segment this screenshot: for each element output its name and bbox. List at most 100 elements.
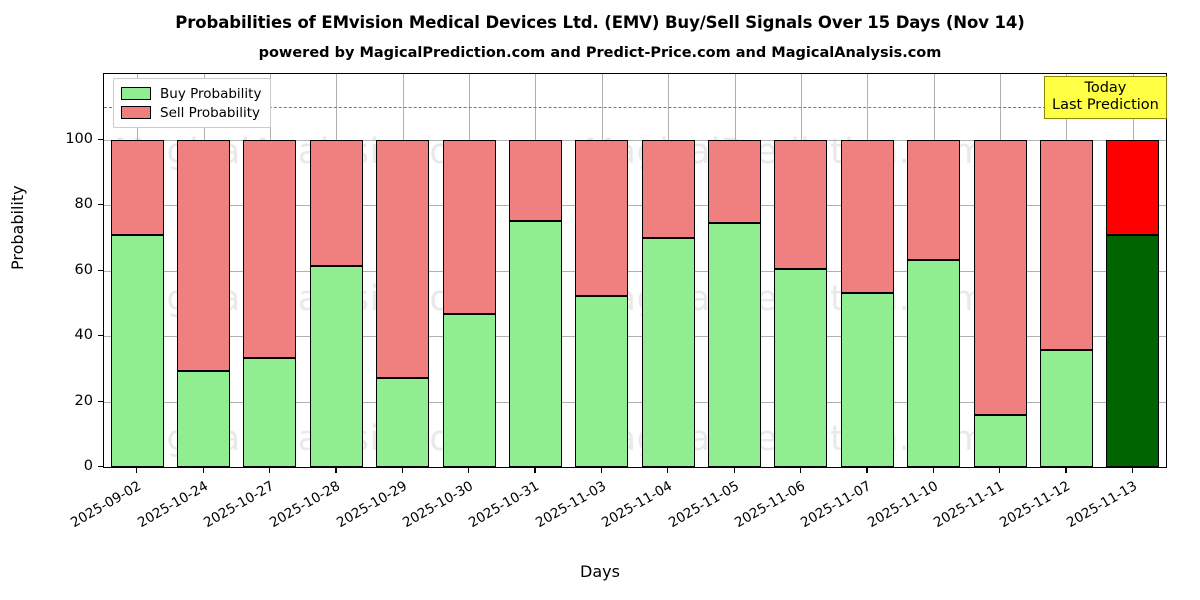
- x-axis-tick-mark: [335, 468, 337, 473]
- gridline-horizontal: [104, 401, 1166, 403]
- legend-label-sell: Sell Probability: [160, 104, 261, 121]
- bar-segment-buy[interactable]: [442, 313, 496, 467]
- bar-segment-sell[interactable]: [110, 139, 164, 236]
- bar-segment-buy[interactable]: [907, 260, 961, 467]
- legend-swatch-sell-icon: [121, 106, 151, 119]
- bar-group[interactable]: [907, 74, 961, 467]
- today-annotation-line1: Today: [1084, 80, 1127, 96]
- bar-group[interactable]: [774, 74, 828, 467]
- y-axis-tick-mark: [98, 269, 103, 271]
- x-axis-tick-mark: [268, 468, 271, 473]
- bar-segment-sell[interactable]: [907, 139, 961, 261]
- bar-segment-sell[interactable]: [376, 139, 430, 378]
- bar-segment-buy[interactable]: [708, 223, 762, 467]
- x-axis-tick-mark: [202, 468, 204, 473]
- x-axis-tick-mark: [534, 468, 536, 473]
- bar-segment-sell[interactable]: [442, 139, 496, 314]
- bar-segment-buy[interactable]: [1039, 349, 1093, 467]
- bar-group[interactable]: [243, 74, 297, 467]
- bar-group[interactable]: [973, 74, 1027, 467]
- watermark-text: MagicalAnalysis.com: [114, 419, 486, 459]
- y-axis-label: Probability: [8, 185, 27, 270]
- bar-segment-sell[interactable]: [774, 139, 828, 269]
- bar-segment-sell[interactable]: [575, 139, 629, 297]
- x-axis-tick-mark: [799, 468, 802, 473]
- legend-item-sell[interactable]: Sell Probability: [121, 103, 261, 122]
- bar-segment-buy[interactable]: [575, 296, 629, 467]
- x-axis-tick-mark: [866, 468, 868, 473]
- bar-group[interactable]: [575, 74, 629, 467]
- plot-area: MagicalAnalysis.comMagicalPrediction.com…: [103, 73, 1167, 468]
- legend-swatch-buy-icon: [121, 87, 151, 100]
- bar-segment-sell[interactable]: [177, 139, 231, 372]
- bar-group[interactable]: [1039, 74, 1093, 467]
- x-axis-tick-mark: [667, 468, 669, 473]
- watermark-text: MagicalAnalysis.com: [114, 279, 486, 319]
- bar-segment-buy[interactable]: [508, 221, 562, 467]
- bar-segment-buy[interactable]: [110, 235, 164, 467]
- bar-segment-buy[interactable]: [1106, 235, 1160, 467]
- y-axis-tick-label: 0: [83, 458, 93, 474]
- chart-title: Probabilities of EMvision Medical Device…: [175, 13, 1025, 32]
- y-axis-tick-mark: [98, 138, 103, 140]
- bar-group[interactable]: [442, 74, 496, 467]
- x-axis-tick-mark: [468, 468, 470, 473]
- chart-legend: Buy Probability Sell Probability: [113, 78, 272, 128]
- bar-segment-buy[interactable]: [376, 377, 430, 467]
- bar-group[interactable]: [840, 74, 894, 467]
- x-axis-tick-mark: [733, 468, 735, 473]
- x-axis-tick-mark: [401, 468, 403, 473]
- bar-segment-buy[interactable]: [243, 357, 297, 467]
- bar-segment-buy[interactable]: [840, 293, 894, 467]
- bar-segment-sell[interactable]: [708, 139, 762, 224]
- y-axis-tick-label: 80: [74, 196, 93, 212]
- bar-group[interactable]: [1106, 74, 1160, 467]
- bar-segment-sell[interactable]: [973, 139, 1027, 416]
- y-axis-tick-mark: [98, 466, 103, 468]
- x-axis-tick-mark: [136, 468, 138, 473]
- bar-segment-buy[interactable]: [309, 266, 363, 467]
- reference-dashed-line: [104, 106, 1166, 108]
- bar-group[interactable]: [376, 74, 430, 467]
- x-axis-tick-mark: [1131, 468, 1133, 473]
- bar-segment-sell[interactable]: [840, 139, 894, 294]
- bar-group[interactable]: [508, 74, 562, 467]
- chart-subtitle: powered by MagicalPrediction.com and Pre…: [258, 45, 942, 61]
- gridline-horizontal: [104, 467, 1166, 468]
- bar-segment-sell[interactable]: [309, 139, 363, 267]
- x-axis-tick-mark: [600, 468, 602, 473]
- legend-item-buy[interactable]: Buy Probability: [121, 84, 261, 103]
- y-axis-tick-mark: [98, 400, 103, 402]
- today-annotation: Today Last Prediction: [1044, 76, 1167, 119]
- bar-group[interactable]: [110, 74, 164, 467]
- bar-segment-sell[interactable]: [508, 139, 562, 222]
- bar-segment-sell[interactable]: [641, 139, 695, 239]
- bar-group[interactable]: [708, 74, 762, 467]
- bar-segment-sell[interactable]: [1106, 139, 1160, 236]
- bar-group[interactable]: [309, 74, 363, 467]
- y-axis-tick-label: 40: [74, 327, 93, 343]
- bar-group[interactable]: [177, 74, 231, 467]
- y-axis-tick-label: 20: [74, 392, 93, 409]
- bar-group[interactable]: [641, 74, 695, 467]
- y-axis-tick-label: 100: [65, 130, 93, 147]
- x-axis-label: Days: [580, 562, 620, 581]
- y-axis-tick-label: 60: [74, 261, 93, 278]
- gridline-horizontal: [104, 270, 1166, 272]
- bar-segment-buy[interactable]: [641, 238, 695, 467]
- bar-segment-sell[interactable]: [1039, 139, 1093, 350]
- y-axis-tick-mark: [98, 335, 103, 337]
- gridline-horizontal: [104, 205, 1166, 206]
- bar-segment-buy[interactable]: [774, 268, 828, 467]
- bar-segment-buy[interactable]: [973, 415, 1027, 467]
- watermark-text: MagicalAnalysis.com: [114, 132, 486, 172]
- gridline-horizontal: [104, 336, 1166, 337]
- x-axis-tick-mark: [1065, 468, 1067, 473]
- y-axis-tick-mark: [98, 204, 103, 206]
- bar-segment-buy[interactable]: [177, 371, 231, 467]
- x-axis-tick-mark: [932, 468, 934, 473]
- today-annotation-line2: Last Prediction: [1052, 96, 1159, 113]
- gridline-horizontal: [104, 139, 1166, 141]
- bar-segment-sell[interactable]: [243, 139, 297, 358]
